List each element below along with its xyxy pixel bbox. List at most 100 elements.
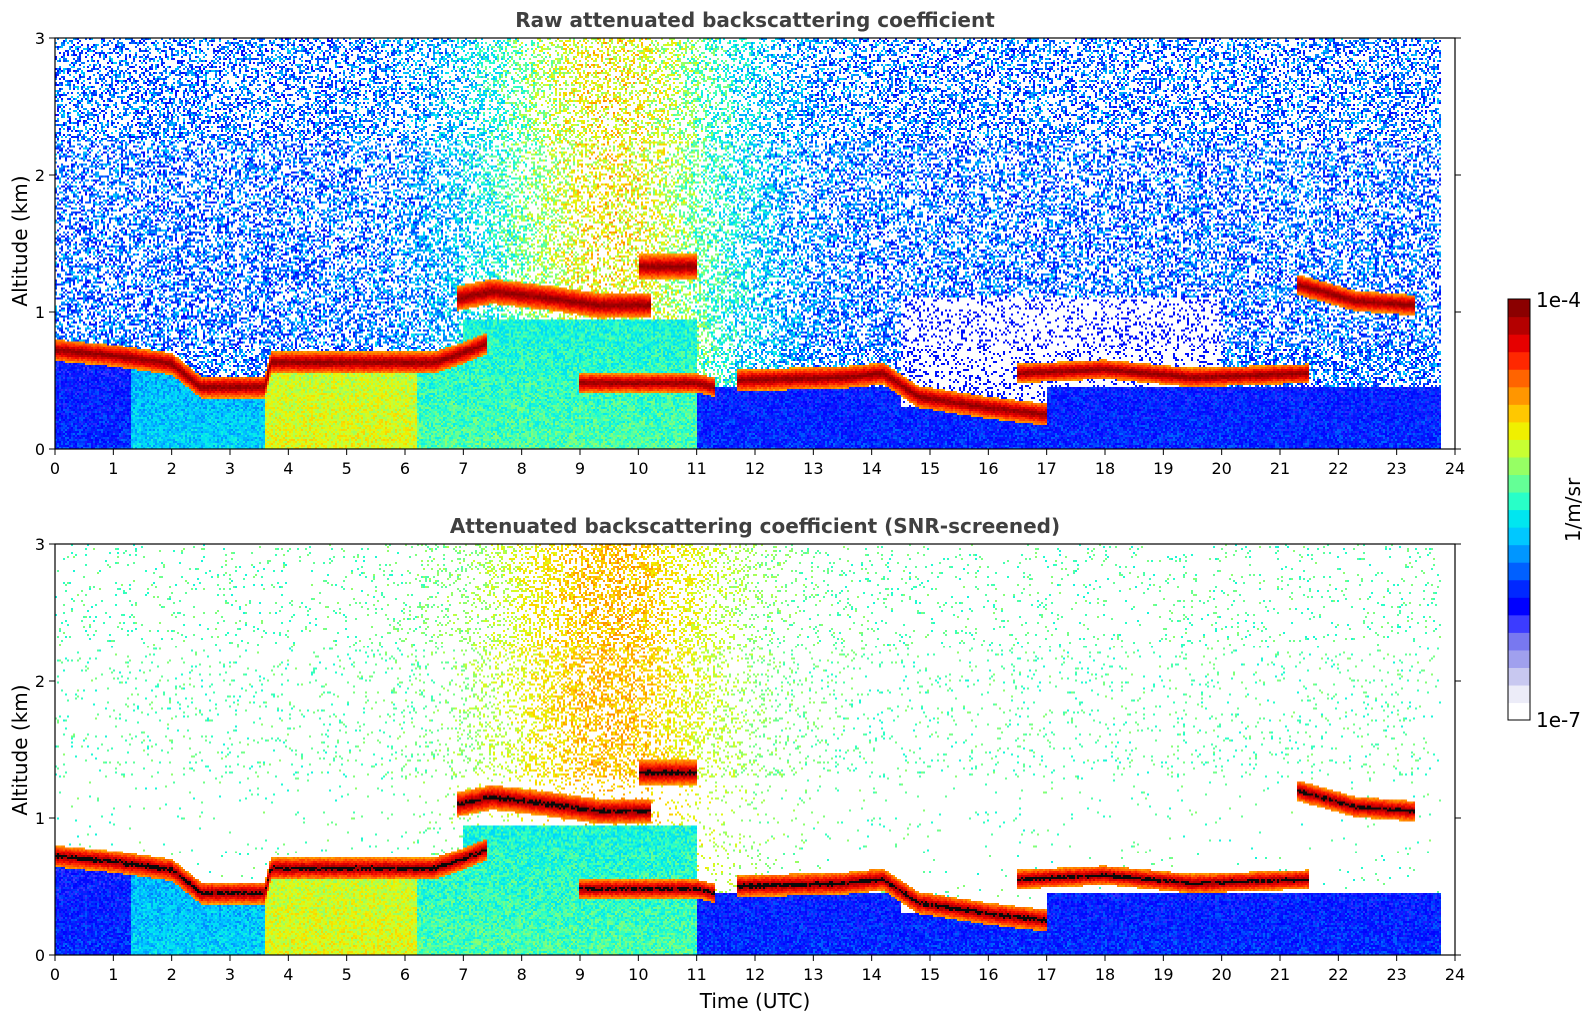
colorbar-step bbox=[1508, 491, 1530, 511]
colorbar: 1e-4 1e-7 1/m/sr bbox=[1507, 288, 1585, 732]
x-tick-label: 17 bbox=[1036, 459, 1056, 478]
x-tick-label: 2 bbox=[167, 459, 177, 478]
x-tick-label: 4 bbox=[283, 459, 293, 478]
x-tick-label: 22 bbox=[1328, 965, 1348, 984]
x-tick-label: 11 bbox=[686, 459, 706, 478]
x-tick-label: 16 bbox=[978, 459, 998, 478]
y-tick-label: 1 bbox=[35, 303, 45, 322]
bottom-heatmap bbox=[55, 544, 1455, 955]
top-axes: 0 1 2 3 4 5 6 7 8 9 10 11 12 13 14 15 16 17 18 19 20 21 22 23 24… bbox=[35, 29, 1465, 478]
colorbar-step bbox=[1508, 579, 1530, 598]
colorbar-step bbox=[1508, 702, 1530, 721]
bottom-panel: Attenuated backscattering coefficient (S… bbox=[8, 514, 1465, 1013]
x-tick-label: 3 bbox=[225, 459, 235, 478]
top-heatmap bbox=[55, 38, 1455, 449]
x-tick-label: 10 bbox=[628, 965, 648, 984]
colorbar-step bbox=[1508, 369, 1530, 388]
x-tick-label: 15 bbox=[920, 965, 940, 984]
x-tick-label: 12 bbox=[745, 459, 765, 478]
colorbar-step bbox=[1508, 544, 1530, 563]
x-tick-label: 12 bbox=[745, 965, 765, 984]
x-tick-label: 24 bbox=[1445, 965, 1465, 984]
x-tick-label: 20 bbox=[1211, 459, 1231, 478]
x-tick-label: 23 bbox=[1386, 965, 1406, 984]
x-tick-label: 0 bbox=[50, 459, 60, 478]
x-tick-label: 14 bbox=[861, 459, 881, 478]
x-tick-label: 20 bbox=[1211, 965, 1231, 984]
x-tick-label: 16 bbox=[978, 965, 998, 984]
colorbar-step bbox=[1508, 632, 1530, 651]
top-heatmap-container bbox=[55, 38, 1455, 449]
x-tick-label: 1 bbox=[108, 459, 118, 478]
x-tick-label: 3 bbox=[225, 965, 235, 984]
y-tick-label: 1 bbox=[35, 809, 45, 828]
y-tick-label: 3 bbox=[35, 535, 45, 554]
y-tick-label: 0 bbox=[35, 440, 45, 459]
x-tick-label: 18 bbox=[1095, 965, 1115, 984]
x-tick-label: 19 bbox=[1153, 459, 1173, 478]
x-tick-label: 17 bbox=[1036, 965, 1056, 984]
x-tick-label: 10 bbox=[628, 459, 648, 478]
colorbar-frame bbox=[1507, 298, 1531, 721]
y-tick-label: 0 bbox=[35, 946, 45, 965]
colorbar-step bbox=[1508, 562, 1530, 581]
colorbar-step bbox=[1508, 351, 1530, 370]
x-tick-label: 6 bbox=[400, 965, 410, 984]
colorbar-step bbox=[1508, 439, 1530, 458]
x-tick-label: 13 bbox=[803, 459, 823, 478]
bottom-panel-title: Attenuated backscattering coefficient (S… bbox=[450, 514, 1060, 538]
colorbar-step bbox=[1508, 386, 1530, 405]
x-tick-label: 1 bbox=[108, 965, 118, 984]
x-tick-label: 21 bbox=[1270, 965, 1290, 984]
x-tick-label: 18 bbox=[1095, 459, 1115, 478]
x-tick-label: 24 bbox=[1445, 459, 1465, 478]
x-tick-label: 23 bbox=[1386, 459, 1406, 478]
x-tick-label: 7 bbox=[458, 459, 468, 478]
x-tick-label: 22 bbox=[1328, 459, 1348, 478]
colorbar-step bbox=[1508, 316, 1530, 335]
colorbar-step bbox=[1508, 334, 1530, 353]
x-tick-label: 15 bbox=[920, 459, 940, 478]
colorbar-step bbox=[1508, 614, 1530, 633]
colorbar-step bbox=[1508, 456, 1530, 476]
colorbar-step bbox=[1508, 509, 1530, 528]
x-tick-label: 13 bbox=[803, 965, 823, 984]
y-tick-label: 2 bbox=[35, 672, 45, 691]
colorbar-step bbox=[1508, 474, 1530, 493]
x-tick-label: 5 bbox=[342, 965, 352, 984]
x-tick-label: 6 bbox=[400, 459, 410, 478]
colorbar-step bbox=[1508, 421, 1530, 440]
colorbar-step bbox=[1508, 597, 1530, 616]
colorbar-step bbox=[1508, 527, 1530, 546]
top-panel-title: Raw attenuated backscattering coefficien… bbox=[515, 8, 995, 32]
colorbar-unit-label: 1/m/sr bbox=[1561, 477, 1585, 542]
y-tick-label: 2 bbox=[35, 166, 45, 185]
x-tick-label: 9 bbox=[575, 459, 585, 478]
x-tick-label: 2 bbox=[167, 965, 177, 984]
bottom-panel-ylabel: Altitude (km) bbox=[8, 684, 32, 815]
bottom-axes: 0 1 2 3 4 5 6 7 8 9 10 11 12 13 14 15 16 17 18 19 20 21 22 23 24… bbox=[35, 535, 1465, 984]
top-panel-ylabel: Altitude (km) bbox=[8, 175, 32, 306]
bottom-panel-xlabel: Time (UTC) bbox=[699, 989, 811, 1013]
bottom-heatmap-container bbox=[55, 544, 1455, 955]
colorbar-step bbox=[1508, 404, 1530, 423]
x-tick-label: 5 bbox=[342, 459, 352, 478]
x-tick-label: 8 bbox=[517, 965, 527, 984]
colorbar-step bbox=[1508, 667, 1530, 686]
x-tick-label: 4 bbox=[283, 965, 293, 984]
x-tick-label: 14 bbox=[861, 965, 881, 984]
y-tick-label: 3 bbox=[35, 29, 45, 48]
x-tick-label: 7 bbox=[458, 965, 468, 984]
colorbar-min-label: 1e-7 bbox=[1536, 708, 1581, 732]
top-panel: Raw attenuated backscattering coefficien… bbox=[8, 8, 1465, 478]
colorbar-step bbox=[1508, 299, 1530, 318]
x-tick-label: 9 bbox=[575, 965, 585, 984]
colorbar-step bbox=[1508, 684, 1530, 704]
colorbar-gradient bbox=[1508, 299, 1530, 721]
x-tick-label: 11 bbox=[686, 965, 706, 984]
x-tick-label: 8 bbox=[517, 459, 527, 478]
colorbar-max-label: 1e-4 bbox=[1536, 288, 1581, 312]
x-tick-label: 19 bbox=[1153, 965, 1173, 984]
x-tick-label: 21 bbox=[1270, 459, 1290, 478]
